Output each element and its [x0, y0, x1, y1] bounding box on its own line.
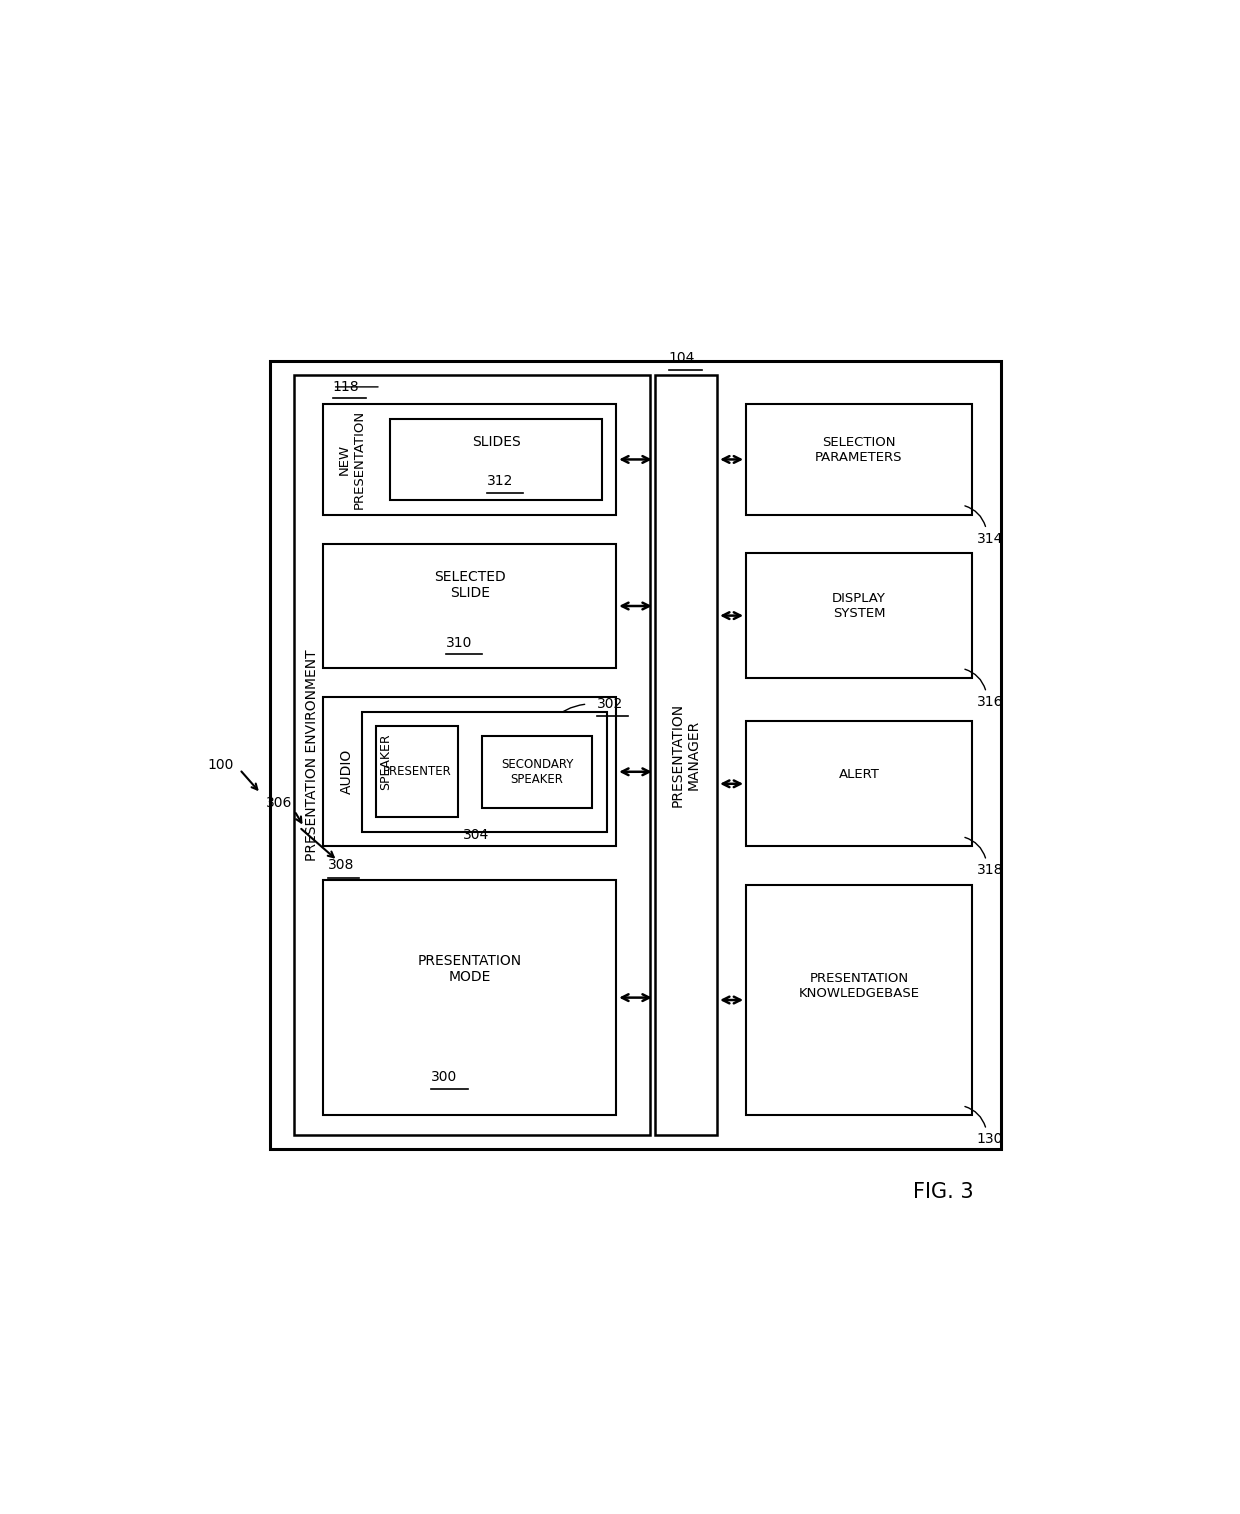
Bar — [746, 404, 972, 515]
Bar — [391, 418, 601, 500]
Text: 130: 130 — [977, 1132, 1003, 1146]
Bar — [324, 544, 616, 669]
Text: SELECTION
PARAMETERS: SELECTION PARAMETERS — [815, 436, 903, 463]
Text: PRESENTER: PRESENTER — [382, 765, 451, 778]
Text: 308: 308 — [327, 858, 355, 872]
Text: DISPLAY
SYSTEM: DISPLAY SYSTEM — [832, 592, 885, 621]
Text: 312: 312 — [486, 474, 513, 488]
Text: PRESENTATION ENVIRONMENT: PRESENTATION ENVIRONMENT — [305, 650, 319, 861]
Text: 300: 300 — [432, 1070, 458, 1084]
Bar — [376, 727, 458, 818]
Text: 302: 302 — [596, 696, 624, 712]
Text: 318: 318 — [977, 863, 1003, 877]
Text: PRESENTATION
MODE: PRESENTATION MODE — [418, 954, 522, 984]
Text: FIG. 3: FIG. 3 — [913, 1182, 973, 1202]
Text: PRESENTATION
KNOWLEDGEBASE: PRESENTATION KNOWLEDGEBASE — [799, 972, 919, 999]
Text: 104: 104 — [668, 351, 696, 365]
Text: 314: 314 — [977, 531, 1003, 545]
Text: ALERT: ALERT — [838, 768, 879, 781]
Text: SELECTED
SLIDE: SELECTED SLIDE — [434, 569, 506, 600]
Text: SPEAKER: SPEAKER — [379, 734, 392, 790]
Text: SECONDARY
SPEAKER: SECONDARY SPEAKER — [501, 759, 573, 786]
Text: SLIDES: SLIDES — [471, 435, 521, 450]
Bar — [746, 553, 972, 678]
Text: 304: 304 — [463, 828, 489, 842]
Bar — [746, 721, 972, 846]
Bar — [324, 880, 616, 1116]
Bar — [324, 404, 616, 515]
Bar — [270, 360, 1001, 1149]
Text: PRESENTATION
MANAGER: PRESENTATION MANAGER — [671, 702, 701, 807]
Text: 100: 100 — [208, 757, 234, 772]
Text: AUDIO: AUDIO — [340, 749, 355, 795]
Text: 118: 118 — [332, 380, 360, 394]
Bar — [655, 375, 717, 1134]
Text: 310: 310 — [445, 636, 472, 650]
Text: 316: 316 — [977, 695, 1003, 709]
Bar — [481, 736, 593, 808]
Text: NEW
PRESENTATION: NEW PRESENTATION — [339, 410, 366, 509]
Bar — [324, 698, 616, 846]
Text: 306: 306 — [265, 796, 291, 810]
Bar — [362, 712, 606, 831]
Bar — [746, 884, 972, 1116]
Bar — [294, 375, 650, 1134]
